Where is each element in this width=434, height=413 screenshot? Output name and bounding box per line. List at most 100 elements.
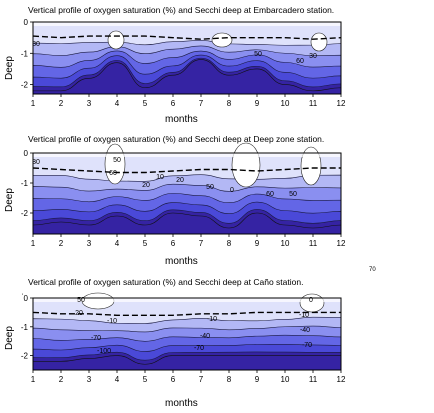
bottom-floor xyxy=(32,59,342,95)
chart-title: Vertical profile of oxygen saturation (%… xyxy=(28,134,325,144)
contour-label: 20 xyxy=(142,182,150,189)
contour-label: 30 xyxy=(309,53,317,60)
high-saturation-blob xyxy=(231,142,261,188)
contour-label: 20 xyxy=(176,177,184,184)
x-tick-label: 9 xyxy=(255,239,260,248)
secchi-depth-line xyxy=(32,167,341,174)
x-tick-label: 5 xyxy=(143,239,148,248)
x-tick-label: 4 xyxy=(115,239,120,248)
contour-label: 50 xyxy=(289,191,297,198)
stray-label: 70 xyxy=(369,267,376,273)
chart-panel-cano: Vertical profile of oxygen saturation (%… xyxy=(0,270,434,409)
contour-label: 0 xyxy=(230,187,234,194)
x-tick-label: 3 xyxy=(87,99,92,108)
x-tick-label: 12 xyxy=(337,99,346,108)
contour-label: -100 xyxy=(97,348,111,355)
x-tick-label: 11 xyxy=(309,239,318,248)
high-saturation-blob xyxy=(211,32,233,48)
contour-label: -10 xyxy=(299,312,309,319)
contour-label: 60 xyxy=(109,170,117,177)
y-tick-label: -2 xyxy=(21,81,29,90)
y-tick-label: -1 xyxy=(21,49,29,58)
x-tick-label: 8 xyxy=(227,375,232,384)
contour-label: 50 xyxy=(206,184,214,191)
contour-plot-cano: 1 2 3 4 5 6 7 8 9 10 11 120-1-25020-10-70-100-10-40… xyxy=(21,292,346,384)
contour-label: 60 xyxy=(266,191,274,198)
contour-label: -10 xyxy=(107,318,117,325)
plot-frame xyxy=(32,297,342,371)
contour-label: 50 xyxy=(254,51,262,58)
x-tick-label: 7 xyxy=(199,239,204,248)
bottom-floor xyxy=(32,355,342,371)
chart-title: Vertical profile of oxygen saturation (%… xyxy=(28,277,304,287)
x-axis-label: months xyxy=(165,256,198,267)
bottom-floor xyxy=(32,212,342,235)
x-tick-label: 5 xyxy=(143,375,148,384)
x-tick-label: 1 xyxy=(31,99,36,108)
high-saturation-blob xyxy=(310,32,328,52)
surface-strip xyxy=(33,298,341,302)
x-tick-label: 12 xyxy=(337,375,346,384)
x-tick-label: 12 xyxy=(337,239,346,248)
contour-label: 0 xyxy=(309,297,313,304)
x-tick-label: 3 xyxy=(87,375,92,384)
x-tick-label: 10 xyxy=(281,99,290,108)
y-tick-label: 0 xyxy=(24,18,29,27)
y-tick-label: -2 xyxy=(21,352,29,361)
y-tick-label: -1 xyxy=(21,323,29,332)
y-tick-label: -1 xyxy=(21,179,29,188)
x-tick-label: 2 xyxy=(59,239,64,248)
x-tick-label: 2 xyxy=(59,375,64,384)
surface-strip xyxy=(33,22,341,26)
contour-label: 50 xyxy=(77,297,85,304)
contour-label: -70 xyxy=(302,342,312,349)
high-saturation-blob xyxy=(107,30,125,50)
x-tick-label: 1 xyxy=(31,239,36,248)
y-tick-label: 0 xyxy=(24,294,29,303)
x-tick-label: 9 xyxy=(255,99,260,108)
x-tick-label: 6 xyxy=(171,375,176,384)
x-tick-label: 1 xyxy=(31,375,36,384)
x-tick-label: 2 xyxy=(59,99,64,108)
contour-label: -70 xyxy=(91,335,101,342)
contour-label: 50 xyxy=(113,157,121,164)
chart-panel-embarcadero: Vertical profile of oxygen saturation (%… xyxy=(0,2,434,137)
x-axis-label: months xyxy=(165,114,198,125)
surface-strip xyxy=(33,153,341,157)
chart-panel-deep-zone: Vertical profile of oxygen saturation (%… xyxy=(0,134,434,269)
x-tick-label: 4 xyxy=(115,375,120,384)
x-tick-label: 10 xyxy=(281,239,290,248)
secchi-depth-line xyxy=(32,35,342,40)
plot-frame xyxy=(32,21,342,95)
secchi-depth-line xyxy=(32,311,341,316)
y-tick-label: -2 xyxy=(21,209,29,218)
contour-label: -40 xyxy=(200,333,210,340)
contour-label: 30 xyxy=(32,41,40,48)
x-tick-label: 11 xyxy=(309,375,318,384)
high-saturation-blob xyxy=(104,143,126,185)
x-axis-label: months xyxy=(165,398,198,409)
contour-label: -40 xyxy=(300,327,310,334)
contour-label: -10 xyxy=(207,316,217,323)
contour-label: -70 xyxy=(194,345,204,352)
x-tick-label: 3 xyxy=(87,239,92,248)
x-tick-label: 4 xyxy=(115,99,120,108)
stray-mark: ' xyxy=(22,294,24,300)
x-tick-label: 8 xyxy=(227,239,232,248)
x-tick-label: 7 xyxy=(199,375,204,384)
x-tick-label: 11 xyxy=(309,99,318,108)
x-tick-label: 8 xyxy=(227,99,232,108)
contour-label: 60 xyxy=(296,58,304,65)
x-tick-label: 5 xyxy=(143,99,148,108)
x-tick-label: 6 xyxy=(171,239,176,248)
contour-label: 10 xyxy=(156,174,164,181)
x-tick-label: 9 xyxy=(255,375,260,384)
y-tick-label: 0 xyxy=(24,149,29,158)
contour-label: 30 xyxy=(32,159,40,166)
x-tick-label: 10 xyxy=(281,375,290,384)
chart-title: Vertical profile of oxygen saturation (%… xyxy=(28,5,335,15)
x-tick-label: 6 xyxy=(171,99,176,108)
contour-label: 20 xyxy=(75,310,83,317)
